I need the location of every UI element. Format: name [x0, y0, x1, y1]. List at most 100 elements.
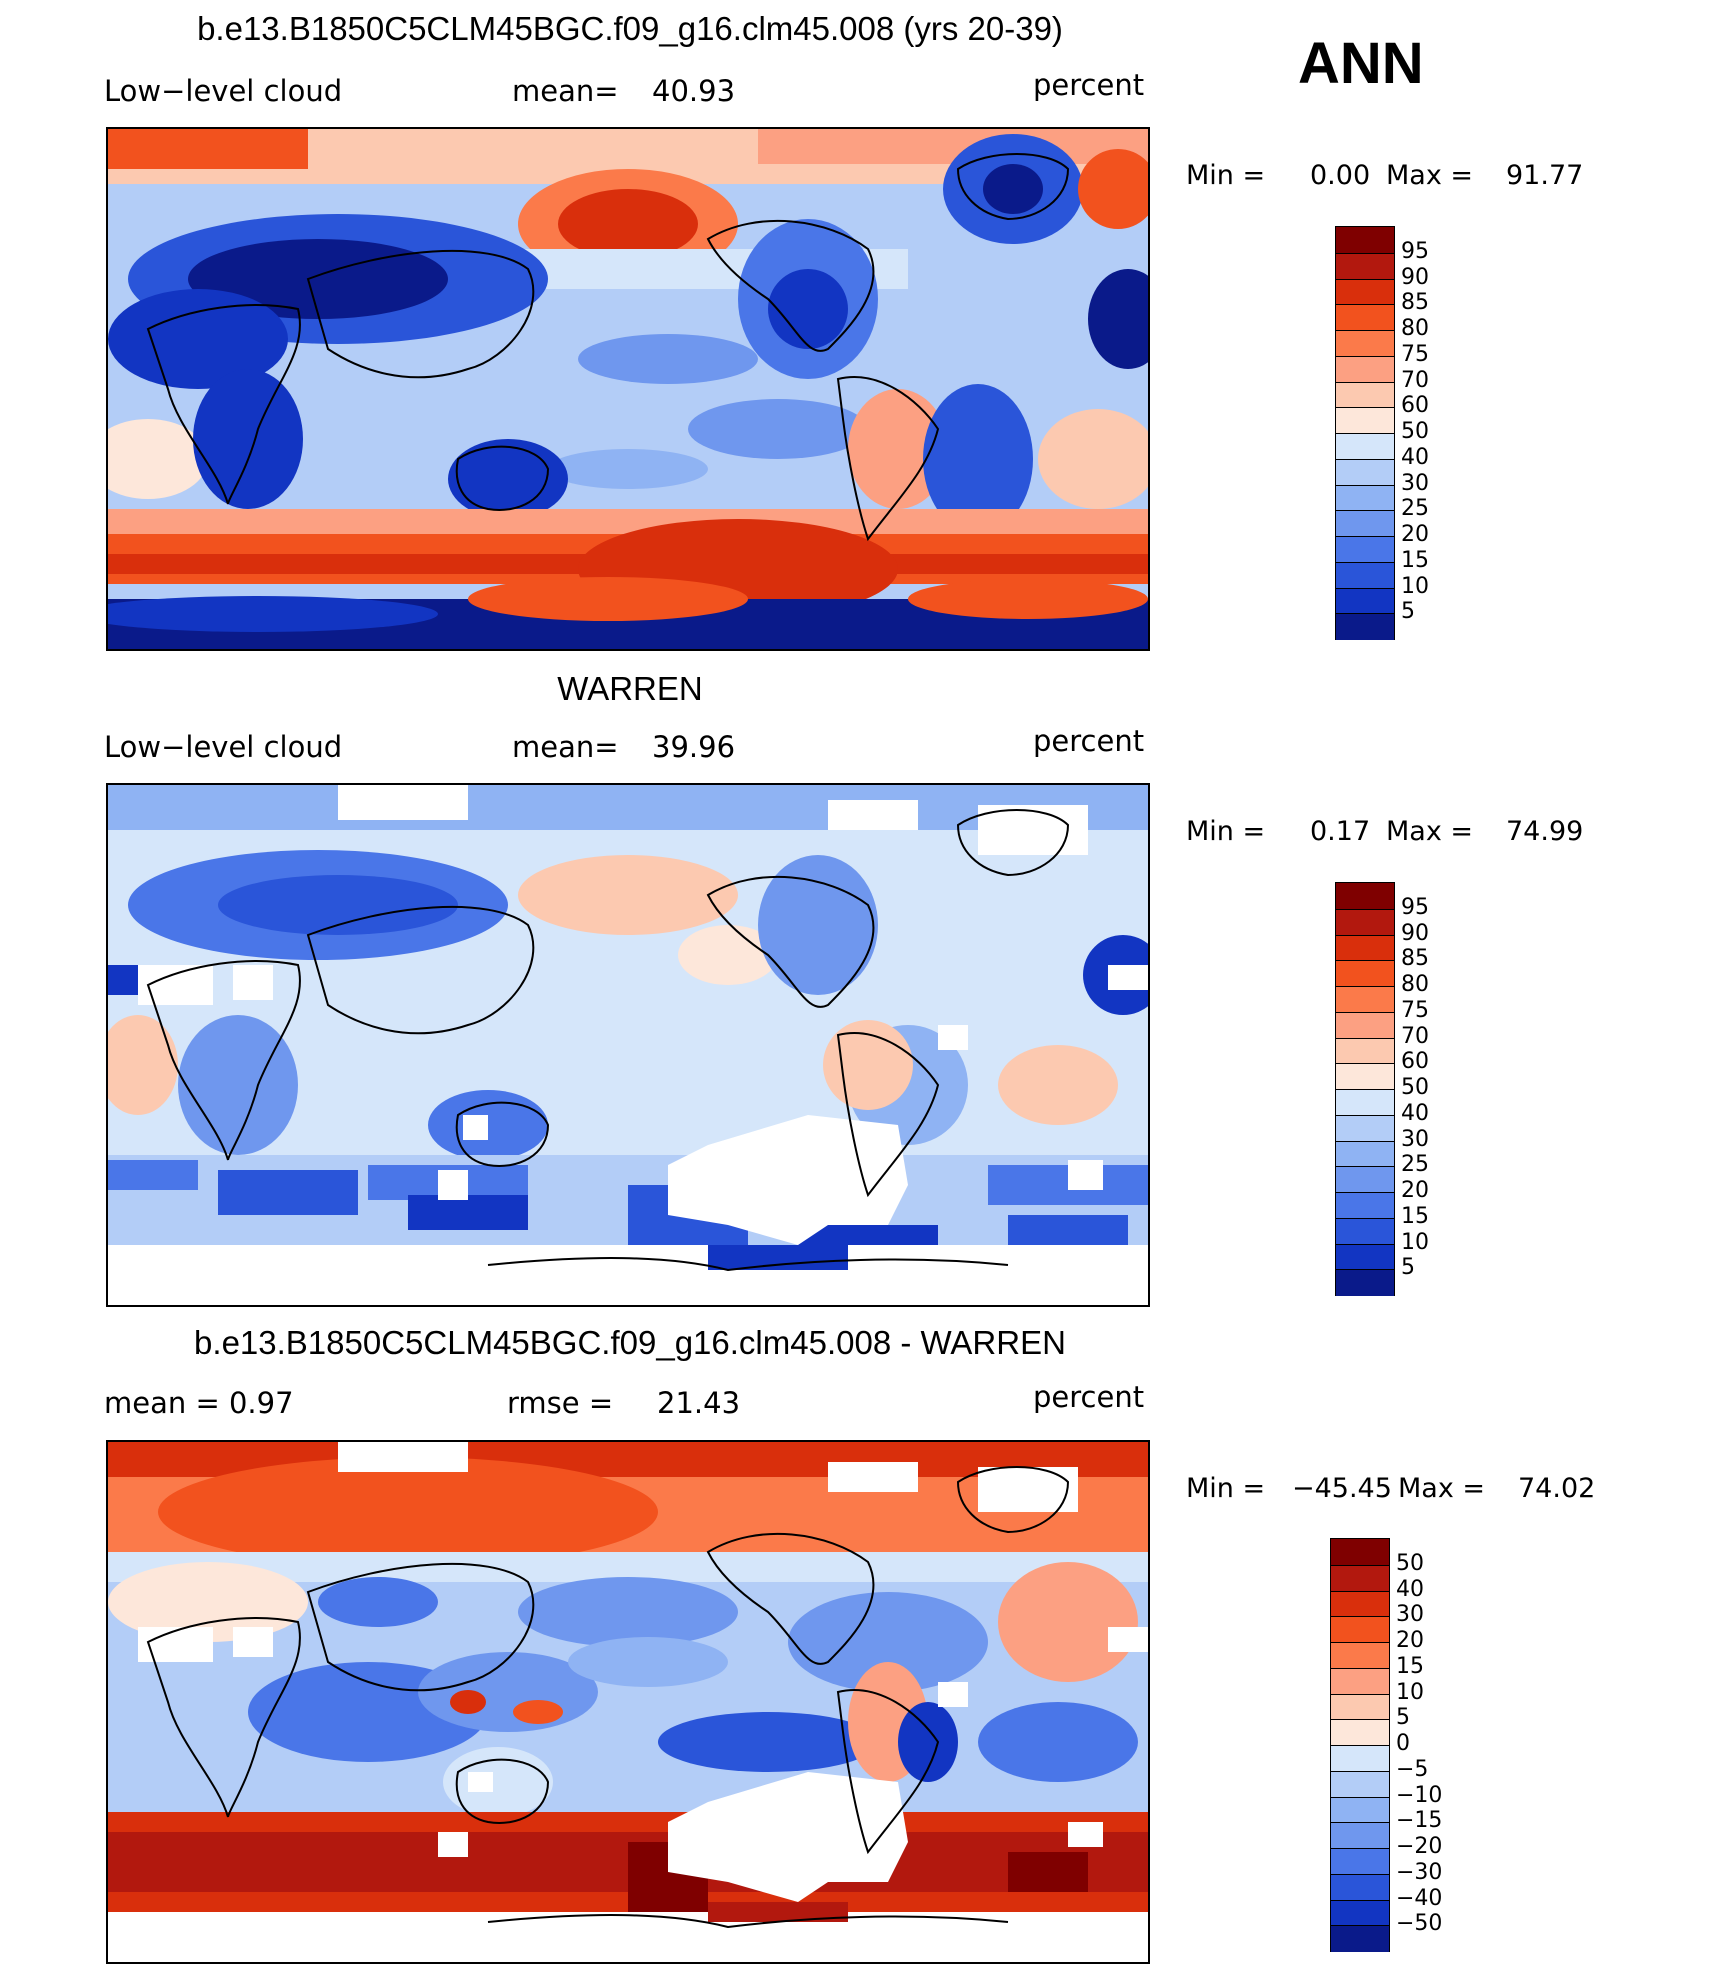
colorbar-swatch — [1331, 1590, 1389, 1618]
colorbar-tick-label: 25 — [1401, 1152, 1429, 1178]
colorbar-tick-label: 40 — [1401, 1100, 1429, 1126]
colorbar-tick-label: 30 — [1401, 1126, 1429, 1152]
colorbar-tick-label: 10 — [1396, 1679, 1424, 1705]
colorbar-swatch — [1336, 510, 1394, 537]
colorbar-swatch — [1336, 883, 1394, 909]
panel3-rmse-value: 21.43 — [657, 1386, 741, 1420]
colorbar-swatch — [1336, 908, 1394, 936]
colorbar-swatch — [1331, 1745, 1389, 1772]
colorbar-swatch — [1331, 1539, 1389, 1565]
colorbar-tick-label: 20 — [1396, 1628, 1424, 1653]
colorbar-swatch — [1336, 613, 1394, 640]
colorbar-swatch — [1331, 1693, 1389, 1721]
panel2-mean-value: 39.96 — [652, 730, 736, 764]
colorbar-tick-label: 15 — [1401, 1203, 1429, 1229]
colorbar-swatch — [1331, 1564, 1389, 1592]
colorbar-tick-label: 80 — [1401, 316, 1429, 341]
colorbar-swatch — [1336, 433, 1394, 460]
colorbar-swatch — [1336, 1011, 1394, 1039]
colorbar-swatch — [1331, 1848, 1389, 1875]
colorbar-tick-label: 20 — [1401, 522, 1429, 547]
colorbar-tick-label: −50 — [1396, 1911, 1443, 1937]
colorbar-tick-label: 50 — [1396, 1550, 1424, 1576]
panel2-variable-label: Low−level cloud — [104, 730, 343, 764]
panel1-colorbar — [1335, 226, 1395, 640]
colorbar-tick-label: −40 — [1396, 1885, 1443, 1911]
colorbar-tick-label: 15 — [1401, 547, 1429, 573]
panel1-min-value: 0.00 — [1310, 160, 1371, 191]
panel3-units: percent — [1033, 1380, 1145, 1414]
colorbar-tick-label: 20 — [1401, 1178, 1429, 1203]
panel2-min-label: Min = — [1186, 816, 1266, 847]
panel2-max-value: 74.99 — [1506, 816, 1584, 847]
colorbar-swatch — [1336, 587, 1394, 615]
panel2-units: percent — [1033, 724, 1145, 758]
colorbar-tick-label: 85 — [1401, 290, 1429, 316]
colorbar-swatch — [1331, 1770, 1389, 1798]
colorbar-tick-label: 5 — [1396, 1705, 1410, 1731]
colorbar-tick-label: 80 — [1401, 972, 1429, 997]
colorbar-swatch — [1336, 227, 1394, 253]
colorbar-swatch — [1331, 1616, 1389, 1643]
colorbar-tick-label: 25 — [1401, 496, 1429, 522]
colorbar-swatch — [1336, 1089, 1394, 1116]
colorbar-swatch — [1336, 407, 1394, 434]
panel1-mean-label: mean= — [512, 74, 619, 108]
panel3-max-value: 74.02 — [1518, 1473, 1596, 1504]
colorbar-tick-label: 70 — [1401, 1023, 1429, 1049]
colorbar-tick-label: 75 — [1401, 997, 1429, 1023]
colorbar-swatch — [1336, 960, 1394, 987]
colorbar-tick-label: 60 — [1401, 1049, 1429, 1075]
panel1-mean-value: 40.93 — [652, 74, 736, 108]
panel2-title: WARREN — [557, 670, 703, 707]
colorbar-tick-label: 10 — [1401, 1229, 1429, 1255]
colorbar-swatch — [1331, 1925, 1389, 1952]
colorbar-tick-label: −10 — [1396, 1782, 1443, 1808]
colorbar-tick-label: 15 — [1396, 1653, 1424, 1679]
colorbar-swatch — [1336, 536, 1394, 563]
colorbar-swatch — [1336, 1140, 1394, 1168]
colorbar-swatch — [1336, 1166, 1394, 1193]
colorbar-tick-label: 90 — [1401, 920, 1429, 946]
panel3-mean-label: mean = 0.97 — [104, 1386, 294, 1420]
colorbar-swatch — [1336, 1037, 1394, 1065]
colorbar-swatch — [1336, 278, 1394, 306]
colorbar-swatch — [1336, 458, 1394, 486]
panel1-map — [106, 127, 1150, 651]
colorbar-tick-label: 70 — [1401, 367, 1429, 393]
panel2-map — [106, 783, 1150, 1307]
colorbar-swatch — [1336, 252, 1394, 280]
colorbar-tick-label: 5 — [1401, 599, 1415, 625]
colorbar-swatch — [1331, 1822, 1389, 1849]
colorbar-tick-label: 40 — [1396, 1576, 1424, 1602]
colorbar-swatch — [1336, 484, 1394, 512]
colorbar-tick-label: 5 — [1401, 1255, 1415, 1281]
panel1-title: b.e13.B1850C5CLM45BGC.f09_g16.clm45.008 … — [197, 10, 1063, 47]
colorbar-tick-label: 95 — [1401, 238, 1429, 264]
colorbar-swatch — [1331, 1719, 1389, 1746]
colorbar-tick-label: 50 — [1401, 1075, 1429, 1100]
panel2-min-value: 0.17 — [1310, 816, 1371, 847]
panel3-title: b.e13.B1850C5CLM45BGC.f09_g16.clm45.008 … — [194, 1324, 1066, 1361]
season-label: ANN — [1298, 31, 1424, 96]
colorbar-tick-label: 0 — [1396, 1731, 1410, 1756]
panel1-units: percent — [1033, 68, 1145, 102]
panel2-mean-label: mean= — [512, 730, 619, 764]
colorbar-swatch — [1336, 1063, 1394, 1090]
colorbar-swatch — [1336, 381, 1394, 409]
colorbar-swatch — [1336, 1217, 1394, 1245]
colorbar-tick-label: 90 — [1401, 264, 1429, 290]
colorbar-swatch — [1331, 1642, 1389, 1669]
colorbar-tick-label: 85 — [1401, 946, 1429, 972]
panel3-min-label: Min = — [1186, 1473, 1266, 1504]
colorbar-swatch — [1331, 1899, 1389, 1927]
colorbar-swatch — [1331, 1873, 1389, 1901]
panel3-map — [106, 1440, 1150, 1964]
colorbar-tick-label: 30 — [1401, 470, 1429, 496]
colorbar-swatch — [1336, 561, 1394, 589]
colorbar-tick-label: 75 — [1401, 341, 1429, 367]
colorbar-tick-label: 95 — [1401, 894, 1429, 920]
panel3-colorbar — [1330, 1538, 1390, 1952]
panel3-min-value: −45.45 — [1292, 1473, 1392, 1504]
colorbar-swatch — [1331, 1667, 1389, 1695]
